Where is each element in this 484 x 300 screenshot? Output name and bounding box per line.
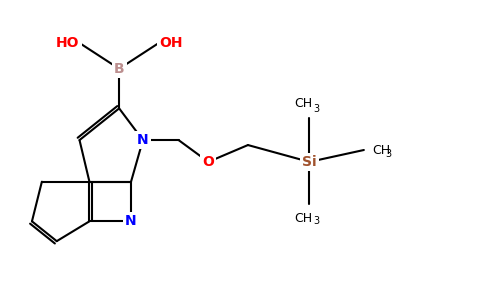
Text: 3: 3 bbox=[313, 216, 319, 226]
Text: CH: CH bbox=[294, 212, 313, 225]
Text: B: B bbox=[114, 62, 124, 76]
Text: CH: CH bbox=[294, 98, 313, 110]
Text: 3: 3 bbox=[386, 149, 392, 159]
Text: CH: CH bbox=[372, 143, 390, 157]
Text: Si: Si bbox=[302, 155, 317, 169]
Text: OH: OH bbox=[159, 36, 182, 50]
Text: N: N bbox=[137, 133, 149, 147]
Text: N: N bbox=[125, 214, 137, 228]
Text: 3: 3 bbox=[313, 104, 319, 114]
Text: HO: HO bbox=[56, 36, 79, 50]
Text: O: O bbox=[202, 155, 214, 169]
